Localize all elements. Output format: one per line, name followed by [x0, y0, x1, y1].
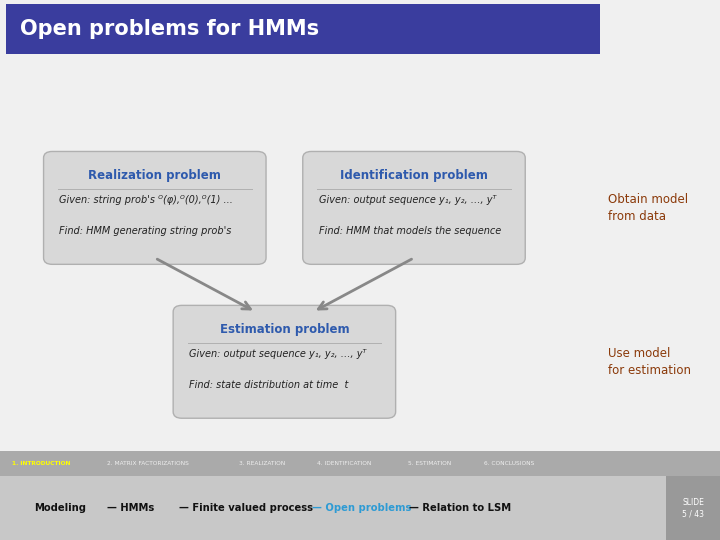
Text: 5. ESTIMATION: 5. ESTIMATION	[408, 461, 451, 467]
Text: Given: output sequence y₁, y₂, …, yᵀ: Given: output sequence y₁, y₂, …, yᵀ	[319, 195, 496, 205]
Text: — Finite valued process: — Finite valued process	[179, 503, 312, 513]
Text: Given: output sequence y₁, y₂, …, yᵀ: Given: output sequence y₁, y₂, …, yᵀ	[189, 349, 366, 359]
FancyBboxPatch shape	[6, 4, 600, 54]
Text: 2. MATRIX FACTORIZATIONS: 2. MATRIX FACTORIZATIONS	[107, 461, 189, 467]
Text: — Open problems: — Open problems	[312, 503, 411, 513]
FancyBboxPatch shape	[44, 151, 266, 265]
Text: — HMMs: — HMMs	[107, 503, 154, 513]
Text: Modeling: Modeling	[35, 503, 86, 513]
FancyBboxPatch shape	[302, 151, 526, 265]
FancyBboxPatch shape	[0, 451, 720, 476]
Text: Find: HMM that models the sequence: Find: HMM that models the sequence	[319, 226, 501, 236]
Text: 1. INTRODUCTION: 1. INTRODUCTION	[12, 461, 71, 467]
Text: — Relation to LSM: — Relation to LSM	[409, 503, 511, 513]
Text: Use model
for estimation: Use model for estimation	[608, 347, 691, 377]
Text: 3. REALIZATION: 3. REALIZATION	[239, 461, 285, 467]
Text: Estimation problem: Estimation problem	[220, 322, 349, 336]
Text: SLIDE
5 / 43: SLIDE 5 / 43	[682, 498, 704, 518]
Text: Find: HMM generating string prob's: Find: HMM generating string prob's	[60, 226, 232, 236]
Text: 4. IDENTIFICATION: 4. IDENTIFICATION	[317, 461, 372, 467]
Text: Given: string prob's ᴼ(φ),ᴼ(0),ᴼ(1) ...: Given: string prob's ᴼ(φ),ᴼ(0),ᴼ(1) ...	[60, 195, 233, 205]
Text: 6. CONCLUSIONS: 6. CONCLUSIONS	[484, 461, 534, 467]
FancyBboxPatch shape	[666, 476, 720, 540]
FancyBboxPatch shape	[174, 306, 396, 418]
Text: Identification problem: Identification problem	[340, 168, 488, 182]
FancyBboxPatch shape	[0, 476, 666, 540]
Text: Realization problem: Realization problem	[89, 168, 221, 182]
Text: Open problems for HMMs: Open problems for HMMs	[20, 19, 319, 39]
Text: Obtain model
from data: Obtain model from data	[608, 193, 688, 223]
Text: Find: state distribution at time  t: Find: state distribution at time t	[189, 380, 348, 390]
